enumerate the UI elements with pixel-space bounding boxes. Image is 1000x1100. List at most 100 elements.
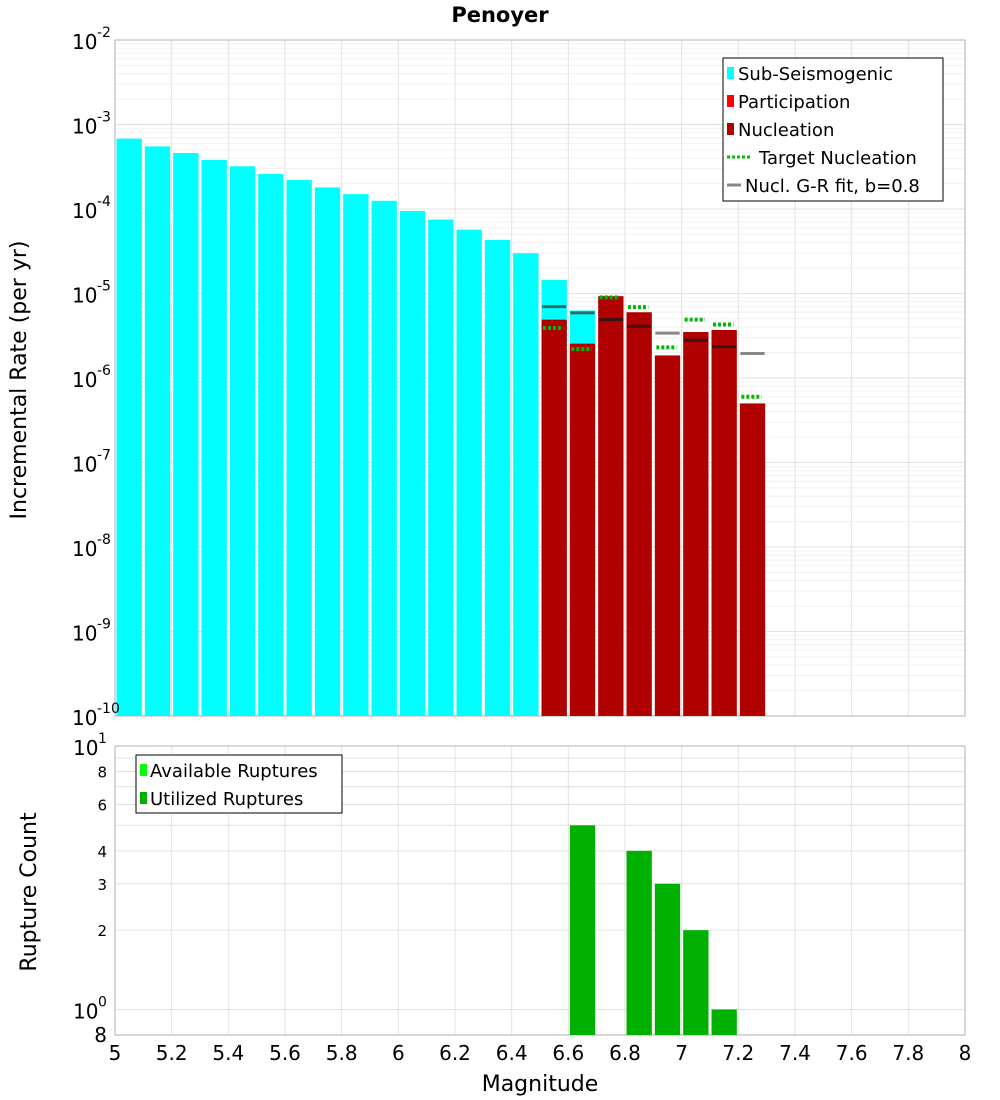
legend-label-available-ruptures: Available Ruptures	[150, 761, 318, 782]
x-tick-label: 5.8	[326, 1041, 358, 1065]
nucleation-bar	[626, 312, 652, 716]
sub-seismogenic-bar	[258, 173, 284, 716]
legend-swatch-participation	[727, 95, 734, 107]
sub-seismogenic-bar	[173, 152, 199, 717]
bottom-bars	[569, 825, 737, 1035]
utilized-ruptures-bar	[654, 883, 681, 1035]
utilized-ruptures-bar	[683, 930, 709, 1035]
x-tick-label: 6.4	[496, 1041, 528, 1065]
sub-seismogenic-bar	[229, 166, 256, 716]
top-y-tick-label: 10	[72, 622, 97, 646]
sub-seismogenic-bar	[371, 200, 397, 717]
sub-seismogenic-bar	[116, 138, 142, 716]
x-tick-label: 5.4	[212, 1041, 244, 1065]
legend-swatch-available-ruptures	[140, 764, 147, 776]
sub-seismogenic-bar	[428, 219, 454, 717]
bottom-y-tick-exponent: 1	[98, 731, 107, 747]
top-y-tick-exponent: -4	[97, 194, 111, 210]
x-tick-label: 6.8	[609, 1041, 641, 1065]
top-y-tick-exponent: -2	[97, 25, 111, 41]
legend-swatch-utilized-ruptures	[140, 792, 147, 804]
bottom-y-tick-label: 10	[73, 736, 98, 760]
chart-title: Penoyer	[451, 3, 549, 27]
top-plot-frame	[114, 39, 966, 717]
x-axis-label: Magnitude	[482, 1072, 599, 1097]
top-y-tick-exponent: -3	[97, 110, 111, 126]
top-bars	[116, 138, 766, 717]
nucleation-bar	[739, 403, 766, 716]
top-y-tick-exponent: -7	[97, 448, 111, 464]
legend-label-gr-fit: Nucl. G-R fit, b=0.8	[745, 176, 920, 197]
utilized-ruptures-bar	[711, 1009, 737, 1035]
top-y-ticks: 10-210-310-410-510-610-710-810-910-10	[72, 25, 120, 730]
legend-label-target-nucleation: Target Nucleation	[758, 148, 917, 169]
x-tick-label: 5	[109, 1041, 122, 1065]
sub-seismogenic-bar	[513, 253, 539, 716]
sub-seismogenic-bar	[484, 239, 511, 716]
top-y-tick-exponent: -8	[97, 532, 111, 548]
top-y-tick-exponent: -9	[97, 617, 111, 633]
bottom-y-tick-label: 8	[94, 1023, 107, 1047]
top-y-tick-label: 10	[72, 453, 97, 477]
top-y-tick-exponent: -10	[97, 701, 120, 717]
legend-swatch-sub-seismogenic	[727, 67, 734, 79]
top-y-tick-label: 10	[72, 284, 97, 308]
bottom-legend-box	[135, 754, 343, 814]
top-y-tick-label: 10	[72, 368, 97, 392]
bottom-y-tick-label: 3	[97, 876, 107, 894]
x-ticks: 5 5.2 5.4 5.6 5.8 6 6.2 6.4 6.6 6.8 7 7.2 7.4 7.6 7.8 8	[109, 1041, 972, 1065]
x-tick-label: 7.6	[836, 1041, 868, 1065]
bottom-y-axis-label: Rupture Count	[17, 812, 42, 972]
x-tick-label: 7.8	[892, 1041, 924, 1065]
bottom-grid	[115, 746, 965, 1035]
x-tick-label: 6.2	[439, 1041, 471, 1065]
nucleation-bar	[683, 332, 709, 716]
legend-label-sub-seismogenic: Sub-Seismogenic	[738, 64, 893, 85]
top-y-tick-label: 10	[72, 199, 97, 223]
sub-seismogenic-bar	[456, 229, 482, 716]
bottom-y-tick-label: 6	[97, 796, 107, 814]
bottom-y-tick-label: 2	[97, 922, 107, 940]
utilized-ruptures-bar	[569, 825, 596, 1035]
legend-swatch-nucleation	[727, 123, 734, 135]
bottom-y-tick-label: 10	[73, 999, 98, 1023]
bottom-y-tick-label: 4	[97, 843, 107, 861]
legend-label-participation: Participation	[738, 92, 850, 113]
nucleation-bar	[598, 296, 624, 716]
nucleation-bar	[569, 343, 596, 716]
utilized-ruptures-bar	[626, 850, 652, 1035]
top-lines	[542, 295, 765, 399]
x-tick-label: 7.2	[722, 1041, 754, 1065]
bottom-y-tick-exponent: 0	[98, 994, 107, 1010]
top-y-axis-label: Incremental Rate (per yr)	[7, 241, 32, 520]
top-grid	[115, 40, 965, 717]
sub-seismogenic-bar	[314, 187, 341, 717]
bottom-plot-frame	[114, 745, 966, 1036]
top-legend: Sub-Seismogenic Participation Nucleation…	[722, 57, 944, 202]
nucleation-bar	[654, 355, 681, 716]
legend-label-utilized-ruptures: Utilized Ruptures	[150, 789, 303, 810]
bottom-y-tick-label: 8	[97, 764, 107, 782]
sub-seismogenic-bar	[399, 210, 426, 716]
bottom-legend: Available Ruptures Utilized Ruptures	[135, 754, 343, 814]
x-tick-label: 5.2	[156, 1041, 188, 1065]
x-tick-label: 6	[392, 1041, 405, 1065]
x-tick-label: 6.6	[552, 1041, 584, 1065]
x-tick-label: 7	[675, 1041, 688, 1065]
top-y-tick-label: 10	[72, 706, 97, 730]
nucleation-bar	[711, 329, 737, 716]
legend-label-nucleation: Nucleation	[738, 120, 834, 141]
top-y-tick-label: 10	[72, 115, 97, 139]
top-y-tick-exponent: -6	[97, 363, 111, 379]
nucleation-bar	[541, 319, 567, 716]
x-tick-label: 8	[959, 1041, 972, 1065]
top-legend-box	[722, 57, 944, 202]
sub-seismogenic-bar	[201, 160, 227, 716]
x-tick-label: 7.4	[779, 1041, 811, 1065]
sub-seismogenic-bar	[144, 146, 171, 717]
top-y-tick-label: 10	[72, 537, 97, 561]
top-y-tick-label: 10	[72, 30, 97, 54]
sub-seismogenic-bar	[286, 180, 312, 716]
